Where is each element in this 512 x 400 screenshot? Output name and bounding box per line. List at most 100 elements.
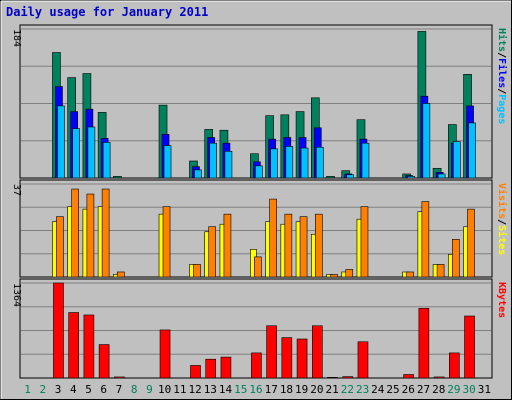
x-tick-label-3: 3 xyxy=(55,383,62,396)
bar-kbytes-day-14 xyxy=(220,356,232,379)
bar-kbytes-day-28 xyxy=(433,376,445,379)
bar-pages-day-18 xyxy=(285,146,294,179)
bar-kbytes-day-6 xyxy=(98,344,110,379)
x-tick-label-22: 22 xyxy=(341,383,354,396)
panel-1-legend: Hits/Files/Pages xyxy=(496,28,508,124)
bar-pages-day-5 xyxy=(87,126,96,179)
x-tick-label-8: 8 xyxy=(131,383,138,396)
x-tick-label-23: 23 xyxy=(356,383,369,396)
x-tick-label-11: 11 xyxy=(173,383,186,396)
bar-pages-day-12 xyxy=(194,169,202,179)
x-tick-label-2: 2 xyxy=(40,383,47,396)
bar-visits-day-12 xyxy=(193,264,201,278)
x-tick-label-10: 10 xyxy=(158,383,171,396)
bar-visits-day-6 xyxy=(101,188,110,278)
bar-visits-day-23 xyxy=(360,206,369,278)
legend-separator: / xyxy=(496,219,507,225)
x-tick-label-16: 16 xyxy=(249,383,262,396)
bar-visits-day-7 xyxy=(117,271,125,278)
bar-kbytes-day-16 xyxy=(251,352,262,379)
bar-pages-day-27 xyxy=(422,103,431,179)
bar-visits-day-5 xyxy=(86,193,95,278)
legend-pages: Pages xyxy=(496,94,507,124)
bar-visits-day-16 xyxy=(254,256,262,278)
bar-pages-day-30 xyxy=(468,122,476,179)
bar-hits-day-7 xyxy=(113,176,122,179)
x-tick-label-9: 9 xyxy=(146,383,153,396)
bar-visits-day-28 xyxy=(436,264,445,278)
x-tick-label-4: 4 xyxy=(70,383,77,396)
bar-kbytes-day-18 xyxy=(281,337,293,379)
bar-kbytes-day-19 xyxy=(296,338,308,379)
bar-visits-day-19 xyxy=(299,216,308,278)
bar-kbytes-day-30 xyxy=(464,315,475,379)
bar-pages-day-17 xyxy=(270,148,278,179)
x-tick-label-6: 6 xyxy=(100,383,107,396)
bar-kbytes-day-23 xyxy=(357,341,369,379)
legend-files: Files xyxy=(496,58,508,88)
bar-kbytes-day-20 xyxy=(311,325,323,379)
bar-visits-day-29 xyxy=(452,238,460,278)
legend-separator: / xyxy=(496,88,507,94)
bar-visits-day-22 xyxy=(345,269,354,278)
bar-visits-day-10 xyxy=(162,206,171,278)
bar-kbytes-day-17 xyxy=(266,325,277,379)
bar-pages-day-28 xyxy=(437,173,446,179)
bar-visits-day-13 xyxy=(208,226,217,278)
bar-visits-day-18 xyxy=(284,213,293,278)
bar-kbytes-day-26 xyxy=(403,374,414,379)
panel-2-legend: Visits/Sites xyxy=(496,183,508,255)
bar-pages-day-29 xyxy=(453,141,461,179)
x-tick-label-27: 27 xyxy=(417,383,430,396)
panel-3-ymax-label: 1364 xyxy=(11,283,22,307)
x-tick-label-17: 17 xyxy=(265,383,278,396)
bar-pages-day-3 xyxy=(57,105,65,179)
bar-pages-day-10 xyxy=(163,145,172,179)
bar-pages-day-4 xyxy=(72,128,80,179)
x-tick-label-29: 29 xyxy=(447,383,460,396)
bar-kbytes-day-5 xyxy=(83,314,95,379)
x-tick-label-5: 5 xyxy=(85,383,92,396)
bar-pages-day-23 xyxy=(361,142,370,179)
x-tick-label-21: 21 xyxy=(326,383,339,396)
x-tick-label-12: 12 xyxy=(188,383,201,396)
bar-kbytes-day-4 xyxy=(68,312,79,379)
bar-kbytes-day-29 xyxy=(449,352,460,379)
x-tick-label-31: 31 xyxy=(478,383,491,396)
x-tick-label-24: 24 xyxy=(371,383,385,396)
bar-visits-day-4 xyxy=(71,188,79,278)
x-tick-label-1: 1 xyxy=(24,383,31,396)
x-tick-label-19: 19 xyxy=(295,383,308,396)
bar-kbytes-day-13 xyxy=(205,358,217,379)
x-tick-label-30: 30 xyxy=(463,383,476,396)
legend-sites: Sites xyxy=(496,225,508,255)
x-tick-label-18: 18 xyxy=(280,383,293,396)
bar-visits-day-17 xyxy=(269,198,277,278)
bar-hits-day-21 xyxy=(326,176,335,179)
bar-visits-day-14 xyxy=(223,213,232,278)
legend-kbytes: KBytes xyxy=(496,282,507,318)
bar-visits-day-30 xyxy=(467,208,475,278)
bar-pages-day-19 xyxy=(300,147,309,179)
legend-hits: Hits xyxy=(496,28,508,52)
bar-kbytes-day-7 xyxy=(114,376,125,379)
bar-pages-day-22 xyxy=(346,174,355,179)
x-tick-label-14: 14 xyxy=(219,383,233,396)
bar-visits-day-3 xyxy=(56,216,64,278)
bar-kbytes-day-10 xyxy=(159,329,171,379)
bar-kbytes-day-3 xyxy=(53,282,64,379)
x-tick-label-7: 7 xyxy=(116,383,123,396)
chart-title: Daily usage for January 2011 xyxy=(6,5,208,19)
x-tick-label-13: 13 xyxy=(204,383,217,396)
legend-visits: Visits xyxy=(496,183,508,219)
bar-visits-day-20 xyxy=(314,213,323,278)
x-tick-label-15: 15 xyxy=(234,383,247,396)
bar-kbytes-day-27 xyxy=(418,308,430,379)
panel-3-legend: KBytes xyxy=(496,282,507,318)
bar-pages-day-16 xyxy=(255,165,263,179)
bar-visits-day-26 xyxy=(406,271,414,278)
bar-pages-day-13 xyxy=(209,142,218,179)
bar-visits-day-27 xyxy=(421,201,430,278)
x-tick-label-26: 26 xyxy=(402,383,415,396)
